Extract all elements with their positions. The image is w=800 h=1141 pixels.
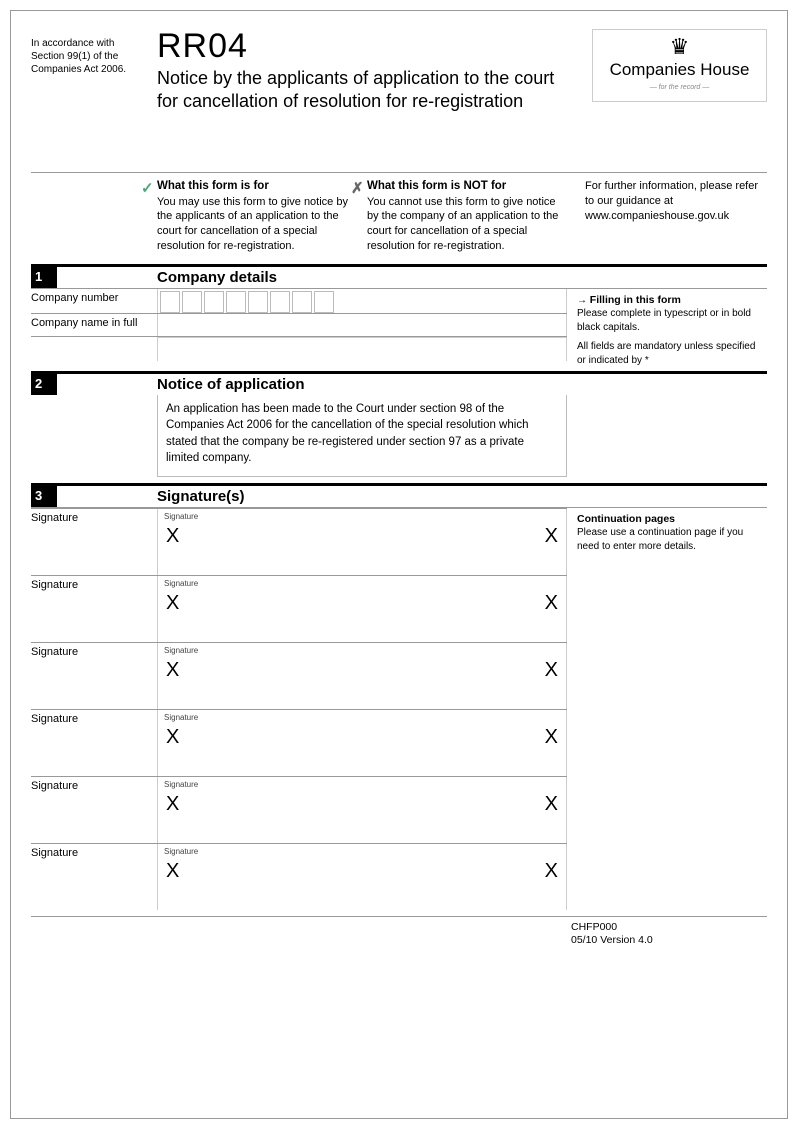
x-mark-icon: X [166,726,179,749]
signature-field[interactable]: Signature X X [157,844,567,910]
signature-row: Signature Signature X X [31,710,567,777]
signature-label: Signature [31,576,157,642]
signature-sublabel: Signature [164,780,560,789]
signature-field[interactable]: Signature X X [157,509,567,575]
section-2-num: 2 [31,374,57,395]
sidebar-3-text: Please use a continuation page if you ne… [577,527,743,552]
signature-row: Signature Signature X X [31,643,567,710]
footer-version: 05/10 Version 4.0 [571,934,653,946]
form-title: Notice by the applicants of application … [157,67,557,112]
signature-sublabel: Signature [164,646,560,655]
signature-sublabel: Signature [164,512,560,521]
sidebar-1-p1: Please complete in typescript or in bold… [577,308,751,333]
char-box[interactable] [270,291,290,313]
x-mark-icon: X [545,592,558,615]
x-mark-icon: X [166,860,179,883]
header-row: In accordance with Section 99(1) of the … [31,29,767,112]
x-mark-icon: X [545,525,558,548]
signature-label: Signature [31,710,157,776]
divider [31,916,767,917]
char-box[interactable] [204,291,224,313]
signature-field[interactable]: Signature X X [157,643,567,709]
sidebar-3-title: Continuation pages [577,513,675,525]
company-number-field[interactable] [157,289,567,313]
signature-field[interactable]: Signature X X [157,576,567,642]
x-mark-icon: X [166,659,179,682]
signature-sublabel: Signature [164,847,560,856]
company-number-row: Company number [31,289,567,314]
section-2-title: Notice of application [157,374,767,395]
section-1-sidebar: Filling in this form Please complete in … [567,289,767,372]
guidance-for: ✓ What this form is for You may use this… [157,179,367,254]
guidance-for-text: You may use this form to give notice by … [157,196,348,253]
sidebar-1-title: Filling in this form [590,294,681,306]
sidebar-1-p2: All fields are mandatory unless specifie… [577,341,755,366]
company-name-row-2 [31,337,567,361]
guidance-not-title: What this form is NOT for [367,180,506,192]
x-mark-icon: X [545,726,558,749]
section-1-title: Company details [157,267,767,288]
company-number-label: Company number [31,289,157,308]
signature-label: Signature [31,844,157,910]
company-name-row: Company name in full [31,314,567,337]
signature-field[interactable]: Signature X X [157,710,567,776]
company-name-label: Company name in full [31,314,157,333]
char-box[interactable] [226,291,246,313]
section-3-bar: 3 Signature(s) [31,483,767,507]
signature-row: Signature Signature X X [31,777,567,844]
form-page: In accordance with Section 99(1) of the … [10,10,788,1119]
company-name-field-1[interactable] [157,314,567,336]
signature-sublabel: Signature [164,713,560,722]
form-code: RR04 [157,29,592,63]
section-3-num: 3 [31,486,57,507]
title-block: RR04 Notice by the applicants of applica… [149,29,592,112]
footer: CHFP000 05/10 Version 4.0 [571,921,767,948]
cross-icon: ✗ [351,179,364,199]
char-box[interactable] [314,291,334,313]
x-mark-icon: X [545,659,558,682]
logo-text: Companies House [601,60,758,80]
char-box[interactable] [182,291,202,313]
notice-body-text: An application has been made to the Cour… [157,395,567,476]
x-mark-icon: X [166,525,179,548]
signature-label: Signature [31,509,157,575]
section-2-bar: 2 Notice of application [31,371,767,395]
x-mark-icon: X [166,793,179,816]
guidance-further: For further information, please refer to… [577,179,767,254]
tick-icon: ✓ [141,179,154,199]
accordance-note: In accordance with Section 99(1) of the … [31,29,149,76]
x-mark-icon: X [545,793,558,816]
signature-row: Signature Signature X X [31,844,567,910]
section-3-sidebar: Continuation pages Please use a continua… [567,508,767,910]
x-mark-icon: X [166,592,179,615]
footer-code: CHFP000 [571,921,617,933]
section-1-num: 1 [31,267,57,288]
guidance-not-text: You cannot use this form to give notice … [367,196,558,253]
guidance-row: ✓ What this form is for You may use this… [31,173,767,264]
signature-field[interactable]: Signature X X [157,777,567,843]
section-1-bar: 1 Company details [31,264,767,288]
char-box[interactable] [160,291,180,313]
signature-label: Signature [31,777,157,843]
section-3-title: Signature(s) [157,486,767,507]
company-name-field-2[interactable] [157,337,567,361]
guidance-not: ✗ What this form is NOT for You cannot u… [367,179,577,254]
signature-row: Signature Signature X X [31,576,567,643]
char-box[interactable] [248,291,268,313]
crest-icon: ♛ [601,36,758,58]
signature-row: Signature Signature X X [31,509,567,576]
guidance-spacer [31,179,157,254]
guidance-for-title: What this form is for [157,180,269,192]
signature-sublabel: Signature [164,579,560,588]
logo-sub: — for the record — [601,84,758,91]
companies-house-logo: ♛ Companies House — for the record — [592,29,767,102]
x-mark-icon: X [545,860,558,883]
notice-row: An application has been made to the Cour… [31,395,767,476]
signature-list: Signature Signature X X Signature Signat… [31,508,567,910]
char-box[interactable] [292,291,312,313]
signature-label: Signature [31,643,157,709]
